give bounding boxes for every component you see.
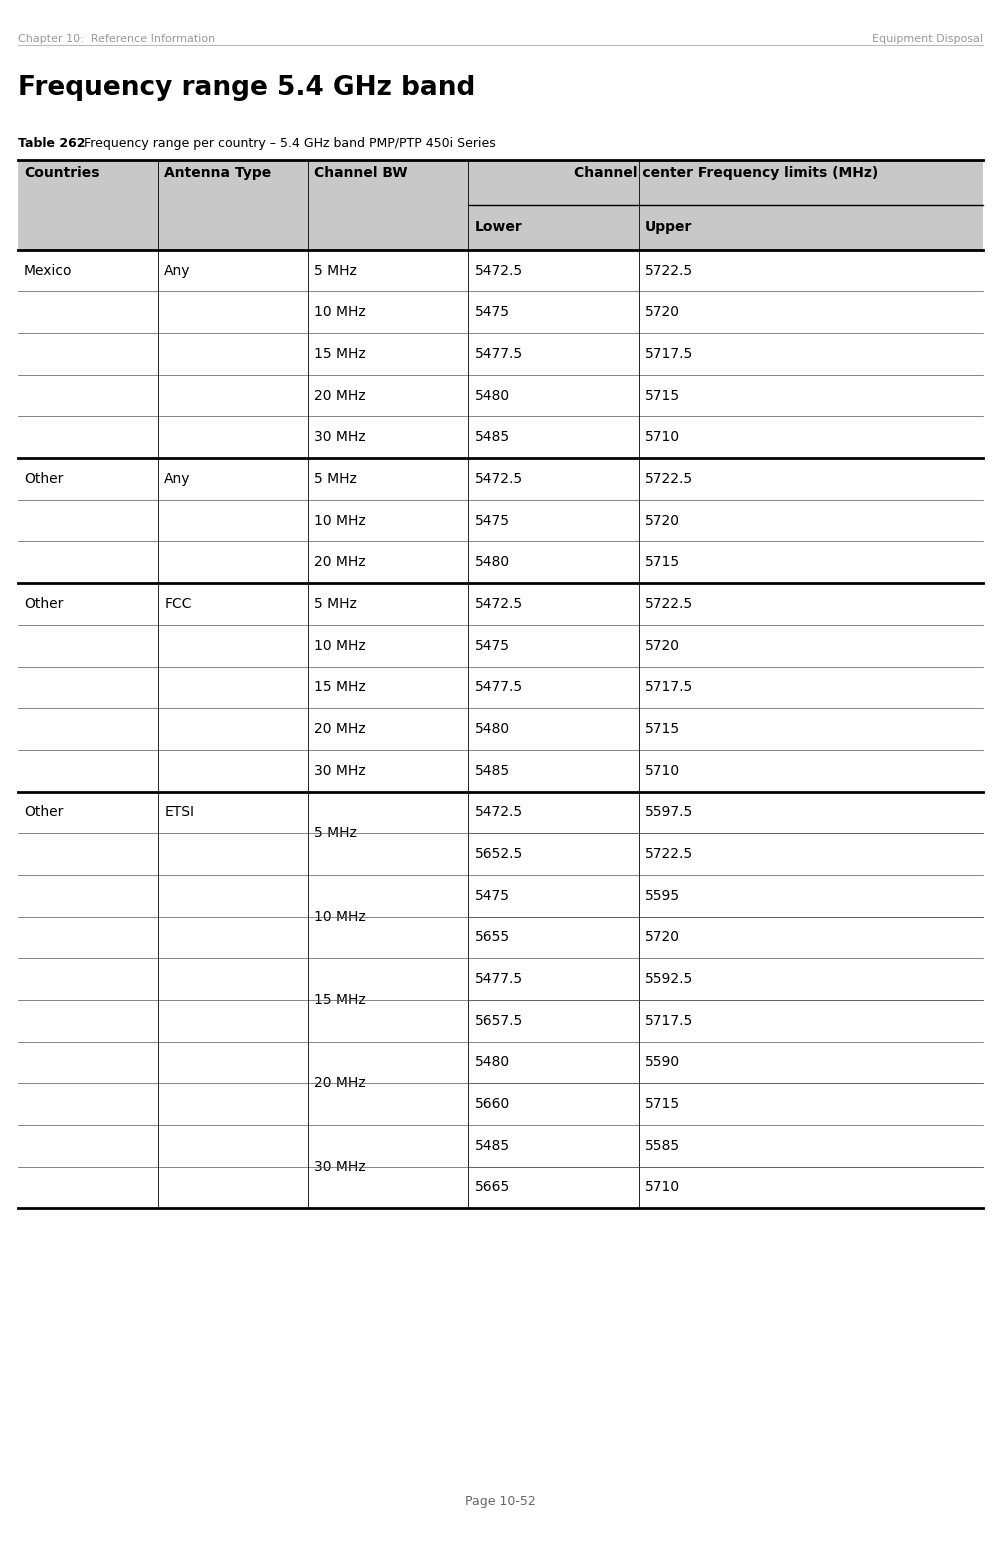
Text: 5 MHz: 5 MHz [314,264,357,278]
Text: Equipment Disposal: Equipment Disposal [872,34,983,44]
Text: Frequency range per country – 5.4 GHz band PMP/PTP 450i Series: Frequency range per country – 5.4 GHz ba… [80,137,495,149]
Text: 5722.5: 5722.5 [645,597,693,611]
Text: Channel BW: Channel BW [314,166,407,180]
Text: Any: Any [164,473,190,487]
Text: 5722.5: 5722.5 [645,264,693,278]
Text: 30 MHz: 30 MHz [314,764,366,778]
Text: 5722.5: 5722.5 [645,847,693,861]
Text: 5717.5: 5717.5 [645,681,693,695]
Text: 5592.5: 5592.5 [645,972,693,986]
Text: 5477.5: 5477.5 [474,681,523,695]
Text: 5485: 5485 [474,1138,510,1152]
Text: Table 262: Table 262 [18,137,85,149]
Text: 5717.5: 5717.5 [645,1014,693,1028]
Text: 5652.5: 5652.5 [474,847,523,861]
Bar [18,160,983,250]
Text: 5720: 5720 [645,930,680,944]
Text: 5715: 5715 [645,555,680,569]
Text: Chapter 10:  Reference Information: Chapter 10: Reference Information [18,34,215,44]
Text: 5720: 5720 [645,305,680,319]
Text: 5480: 5480 [474,555,510,569]
Text: 20 MHz: 20 MHz [314,1076,366,1090]
Text: 5590: 5590 [645,1056,680,1070]
Text: 5472.5: 5472.5 [474,264,523,278]
Text: 20 MHz: 20 MHz [314,555,366,569]
Text: 5472.5: 5472.5 [474,597,523,611]
Text: 5660: 5660 [474,1098,510,1112]
Text: 5477.5: 5477.5 [474,972,523,986]
Text: 5710: 5710 [645,764,680,778]
Text: 5475: 5475 [474,513,510,527]
Text: 20 MHz: 20 MHz [314,722,366,736]
Text: 5475: 5475 [474,305,510,319]
Text: 5665: 5665 [474,1180,510,1194]
Text: 10 MHz: 10 MHz [314,910,366,924]
Text: ETSI: ETSI [164,805,194,819]
Text: 5480: 5480 [474,722,510,736]
Text: FCC: FCC [164,597,191,611]
Text: 5722.5: 5722.5 [645,473,693,487]
Text: Antenna Type: Antenna Type [164,166,271,180]
Text: 5720: 5720 [645,639,680,653]
Text: 5717.5: 5717.5 [645,347,693,361]
Text: Frequency range 5.4 GHz band: Frequency range 5.4 GHz band [18,75,475,101]
Text: 5595: 5595 [645,889,680,903]
Text: 5485: 5485 [474,431,510,445]
Text: Any: Any [164,264,190,278]
Text: 5477.5: 5477.5 [474,347,523,361]
Text: 10 MHz: 10 MHz [314,305,366,319]
Text: Other: Other [24,597,63,611]
Text: 5715: 5715 [645,1098,680,1112]
Text: 5657.5: 5657.5 [474,1014,523,1028]
Text: 5480: 5480 [474,1056,510,1070]
Text: Other: Other [24,805,63,819]
Text: Mexico: Mexico [24,264,72,278]
Text: 5 MHz: 5 MHz [314,597,357,611]
Text: 10 MHz: 10 MHz [314,639,366,653]
Text: 5 MHz: 5 MHz [314,826,357,840]
Text: 30 MHz: 30 MHz [314,1160,366,1174]
Text: 5475: 5475 [474,889,510,903]
Text: 5475: 5475 [474,639,510,653]
Text: 5715: 5715 [645,389,680,403]
Text: 15 MHz: 15 MHz [314,681,366,695]
Text: 5472.5: 5472.5 [474,473,523,487]
Text: Lower: Lower [474,221,523,235]
Text: Upper: Upper [645,221,692,235]
Text: 5472.5: 5472.5 [474,805,523,819]
Text: 10 MHz: 10 MHz [314,513,366,527]
Text: 5480: 5480 [474,389,510,403]
Text: Channel center Frequency limits (MHz): Channel center Frequency limits (MHz) [574,166,878,180]
Text: 20 MHz: 20 MHz [314,389,366,403]
Text: 5715: 5715 [645,722,680,736]
Text: 5720: 5720 [645,513,680,527]
Text: 5 MHz: 5 MHz [314,473,357,487]
Text: 5710: 5710 [645,1180,680,1194]
Text: Countries: Countries [24,166,99,180]
Text: 5585: 5585 [645,1138,680,1152]
Text: 5655: 5655 [474,930,510,944]
Text: Page 10-52: Page 10-52 [465,1496,536,1508]
Text: Other: Other [24,473,63,487]
Text: 5485: 5485 [474,764,510,778]
Text: 15 MHz: 15 MHz [314,994,366,1008]
Text: 5710: 5710 [645,431,680,445]
Text: 5597.5: 5597.5 [645,805,693,819]
Text: 15 MHz: 15 MHz [314,347,366,361]
Text: 30 MHz: 30 MHz [314,431,366,445]
